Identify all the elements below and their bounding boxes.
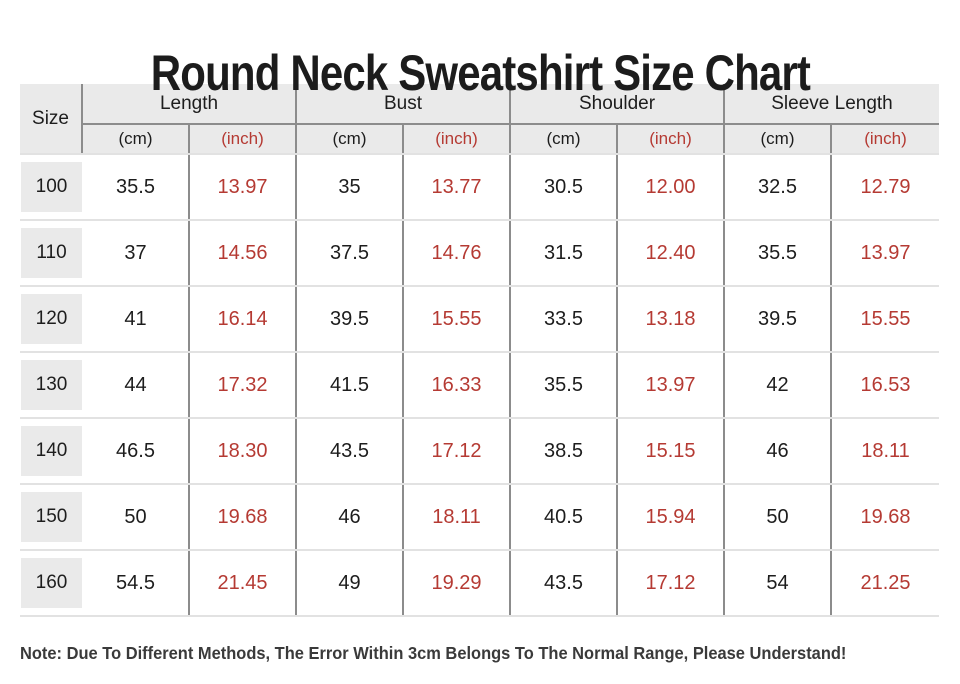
page-title-wrap: Round Neck Sweatshirt Size Chart bbox=[0, 6, 960, 101]
column-group-sleeve-length: Sleeve Length bbox=[725, 84, 939, 125]
size-cell: 150 bbox=[20, 485, 83, 549]
cell-shoulder-inch: 17.12 bbox=[618, 551, 725, 615]
cell-shoulder-inch: 13.97 bbox=[618, 353, 725, 417]
cell-length-inch: 16.14 bbox=[190, 287, 297, 351]
table-row: 130 44 17.32 41.5 16.33 35.5 13.97 42 16… bbox=[20, 353, 939, 419]
size-cell: 130 bbox=[20, 353, 83, 417]
cell-length-cm: 35.5 bbox=[83, 155, 190, 219]
unit-header-sleeve-cm: (cm) bbox=[725, 125, 832, 153]
column-group-length: Length bbox=[83, 84, 297, 125]
unit-header-shoulder-cm: (cm) bbox=[511, 125, 618, 153]
cell-shoulder-inch: 12.00 bbox=[618, 155, 725, 219]
unit-header-length-inch: (inch) bbox=[190, 125, 297, 153]
cell-shoulder-cm: 31.5 bbox=[511, 221, 618, 285]
cell-shoulder-cm: 43.5 bbox=[511, 551, 618, 615]
table-body: 100 35.5 13.97 35 13.77 30.5 12.00 32.5 … bbox=[20, 155, 939, 617]
cell-bust-cm: 39.5 bbox=[297, 287, 404, 351]
table-row: 120 41 16.14 39.5 15.55 33.5 13.18 39.5 … bbox=[20, 287, 939, 353]
cell-shoulder-inch: 15.94 bbox=[618, 485, 725, 549]
size-badge: 100 bbox=[21, 162, 82, 212]
cell-shoulder-cm: 35.5 bbox=[511, 353, 618, 417]
cell-length-inch: 13.97 bbox=[190, 155, 297, 219]
cell-length-inch: 17.32 bbox=[190, 353, 297, 417]
cell-sleeve-cm: 50 bbox=[725, 485, 832, 549]
table-row: 140 46.5 18.30 43.5 17.12 38.5 15.15 46 … bbox=[20, 419, 939, 485]
note-text: Note: Due To Different Methods, The Erro… bbox=[20, 643, 847, 663]
table-row: 110 37 14.56 37.5 14.76 31.5 12.40 35.5 … bbox=[20, 221, 939, 287]
unit-header-bust-cm: (cm) bbox=[297, 125, 404, 153]
cell-shoulder-inch: 13.18 bbox=[618, 287, 725, 351]
size-badge: 120 bbox=[21, 294, 82, 344]
column-header-size: Size bbox=[20, 84, 83, 153]
cell-bust-inch: 15.55 bbox=[404, 287, 511, 351]
cell-bust-cm: 46 bbox=[297, 485, 404, 549]
column-group-bust: Bust bbox=[297, 84, 511, 125]
cell-sleeve-cm: 39.5 bbox=[725, 287, 832, 351]
cell-shoulder-inch: 15.15 bbox=[618, 419, 725, 483]
cell-shoulder-cm: 33.5 bbox=[511, 287, 618, 351]
size-cell: 120 bbox=[20, 287, 83, 351]
cell-bust-inch: 18.11 bbox=[404, 485, 511, 549]
cell-length-cm: 46.5 bbox=[83, 419, 190, 483]
cell-bust-cm: 41.5 bbox=[297, 353, 404, 417]
cell-bust-inch: 13.77 bbox=[404, 155, 511, 219]
page-title: Round Neck Sweatshirt Size Chart bbox=[150, 44, 810, 101]
size-cell: 100 bbox=[20, 155, 83, 219]
cell-length-inch: 21.45 bbox=[190, 551, 297, 615]
cell-length-inch: 19.68 bbox=[190, 485, 297, 549]
cell-sleeve-inch: 18.11 bbox=[861, 439, 910, 462]
cell-sleeve-inch: 19.68 bbox=[860, 505, 911, 528]
cell-sleeve-cm: 42 bbox=[725, 353, 832, 417]
cell-bust-cm: 35 bbox=[297, 155, 404, 219]
cell-length-inch: 18.30 bbox=[190, 419, 297, 483]
unit-header-length-cm: (cm) bbox=[83, 125, 190, 153]
table-row: 100 35.5 13.97 35 13.77 30.5 12.00 32.5 … bbox=[20, 155, 939, 221]
cell-sleeve-inch: 21.25 bbox=[860, 571, 911, 594]
size-cell: 160 bbox=[20, 551, 83, 615]
size-badge: 130 bbox=[21, 360, 82, 410]
cell-sleeve-cm: 54 bbox=[725, 551, 832, 615]
cell-bust-cm: 49 bbox=[297, 551, 404, 615]
cell-bust-inch: 17.12 bbox=[404, 419, 511, 483]
cell-length-cm: 37 bbox=[83, 221, 190, 285]
unit-header-bust-inch: (inch) bbox=[404, 125, 511, 153]
cell-sleeve-inch: 15.55 bbox=[860, 307, 911, 330]
cell-shoulder-cm: 38.5 bbox=[511, 419, 618, 483]
cell-length-inch: 14.56 bbox=[190, 221, 297, 285]
cell-length-cm: 44 bbox=[83, 353, 190, 417]
cell-length-cm: 54.5 bbox=[83, 551, 190, 615]
table-row: 150 50 19.68 46 18.11 40.5 15.94 50 19.6… bbox=[20, 485, 939, 551]
cell-shoulder-cm: 30.5 bbox=[511, 155, 618, 219]
cell-length-cm: 41 bbox=[83, 287, 190, 351]
cell-bust-inch: 14.76 bbox=[404, 221, 511, 285]
cell-sleeve-inch: 12.79 bbox=[860, 175, 911, 198]
column-group-shoulder: Shoulder bbox=[511, 84, 725, 125]
cell-sleeve-cm: 46 bbox=[725, 419, 832, 483]
size-cell: 110 bbox=[20, 221, 83, 285]
cell-bust-inch: 19.29 bbox=[404, 551, 511, 615]
cell-sleeve-cm: 32.5 bbox=[725, 155, 832, 219]
size-badge: 110 bbox=[21, 228, 82, 278]
cell-shoulder-inch: 12.40 bbox=[618, 221, 725, 285]
size-badge: 140 bbox=[21, 426, 82, 476]
cell-bust-cm: 43.5 bbox=[297, 419, 404, 483]
unit-header-shoulder-inch: (inch) bbox=[618, 125, 725, 153]
cell-sleeve-inch: 16.53 bbox=[860, 373, 911, 396]
unit-header-sleeve-inch: (inch) bbox=[864, 129, 907, 148]
size-badge: 150 bbox=[21, 492, 82, 542]
size-chart-table: Size Length Bust Shoulder Sleeve Length … bbox=[20, 84, 939, 617]
table-row: 160 54.5 21.45 49 19.29 43.5 17.12 54 21… bbox=[20, 551, 939, 617]
cell-length-cm: 50 bbox=[83, 485, 190, 549]
cell-bust-cm: 37.5 bbox=[297, 221, 404, 285]
cell-sleeve-inch: 13.97 bbox=[860, 241, 911, 264]
table-header: Size Length Bust Shoulder Sleeve Length … bbox=[20, 84, 939, 155]
cell-sleeve-cm: 35.5 bbox=[725, 221, 832, 285]
cell-shoulder-cm: 40.5 bbox=[511, 485, 618, 549]
size-cell: 140 bbox=[20, 419, 83, 483]
size-badge: 160 bbox=[21, 558, 82, 608]
cell-bust-inch: 16.33 bbox=[404, 353, 511, 417]
